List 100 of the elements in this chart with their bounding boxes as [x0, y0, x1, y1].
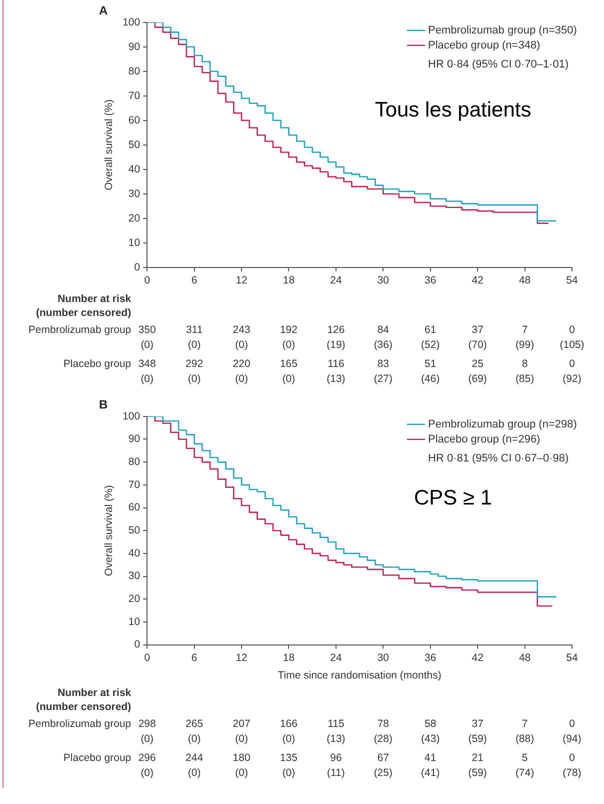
text: 5 — [522, 752, 528, 764]
text: 192 — [280, 324, 298, 336]
y-tick-label: 50 — [128, 524, 140, 536]
text: 51 — [424, 358, 436, 370]
text: (0) — [140, 339, 154, 351]
text: (0) — [235, 767, 248, 779]
text: 41 — [424, 752, 436, 764]
text: 244 — [186, 752, 204, 764]
text: (92) — [562, 373, 582, 385]
text: (11) — [327, 767, 345, 779]
y-tick-label: 40 — [128, 163, 140, 176]
text: 21 — [472, 752, 484, 764]
y-tick-label: 80 — [128, 456, 140, 468]
y-axis-title: Overall survival (%) — [103, 99, 116, 190]
y-tick-label: 40 — [128, 547, 140, 560]
text: 220 — [232, 358, 250, 370]
x-tick-label: 24 — [330, 274, 342, 287]
x-tick-label: 48 — [518, 652, 531, 664]
text: 61 — [424, 324, 436, 336]
text: (94) — [562, 733, 582, 745]
y-tick-label: 80 — [128, 65, 140, 78]
text: (52) — [421, 339, 440, 351]
x-tick-label: 24 — [330, 652, 342, 664]
y-tick-label: 30 — [128, 570, 140, 582]
chart-title: A — [99, 4, 108, 18]
text: Pembrolizumab group — [28, 324, 132, 336]
legend-label: Placebo group (n=348) — [428, 39, 540, 52]
text: (0) — [140, 767, 154, 779]
x-tick-label: 12 — [236, 274, 248, 287]
y-tick-label: 100 — [122, 16, 140, 28]
text: (69) — [468, 373, 487, 385]
text: (59) — [468, 733, 487, 745]
text: (27) — [374, 373, 392, 385]
text: 296 — [138, 752, 156, 764]
x-tick-label: 0 — [144, 652, 150, 664]
y-tick-label: 20 — [128, 212, 140, 224]
text: 166 — [280, 718, 298, 730]
text: (0) — [188, 767, 201, 779]
text: (0) — [140, 373, 154, 385]
text: (43) — [421, 733, 440, 745]
text: (19) — [326, 339, 346, 351]
text: (88) — [515, 733, 534, 745]
text: 25 — [472, 358, 484, 370]
y-tick-label: 10 — [128, 236, 140, 249]
text: (0) — [235, 733, 248, 745]
text: (28) — [374, 733, 392, 745]
text: Number at risk (number censored) — [35, 292, 132, 320]
y-axis-title: Overall survival (%) — [103, 485, 116, 576]
x-tick-label: 12 — [236, 652, 248, 664]
text: 311 — [186, 324, 203, 336]
x-tick-label: 36 — [424, 274, 436, 287]
text: (74) — [515, 767, 534, 779]
y-tick-label: 60 — [128, 502, 140, 514]
y-tick-label: 70 — [128, 478, 140, 491]
x-tick-label: 42 — [472, 274, 484, 287]
y-tick-label: 10 — [128, 616, 140, 628]
text: (36) — [374, 339, 392, 351]
text: 78 — [377, 718, 389, 730]
text: (70) — [468, 339, 487, 351]
text: 265 — [186, 718, 204, 730]
x-tick-label: 30 — [377, 652, 390, 664]
text: 0 — [569, 718, 575, 730]
text: (0) — [235, 373, 248, 385]
legend-label: Pembrolizumab group (n=298) — [428, 418, 577, 430]
y-tick-label: 30 — [128, 188, 140, 200]
text: 115 — [328, 718, 344, 730]
x-tick-label: 18 — [282, 274, 295, 287]
text: 7 — [522, 324, 528, 336]
x-tick-label: 6 — [191, 274, 198, 287]
x-tick-label: 42 — [472, 652, 484, 664]
text: 292 — [186, 358, 204, 370]
y-tick-label: 60 — [128, 114, 140, 126]
text: 0 — [569, 358, 575, 370]
text: (13) — [326, 733, 346, 745]
text: 7 — [522, 718, 528, 730]
text: 83 — [377, 358, 389, 370]
text: (0) — [188, 373, 201, 385]
text: 126 — [327, 324, 345, 336]
y-tick-label: 100 — [122, 410, 140, 422]
text: 116 — [328, 358, 344, 370]
text: 207 — [232, 718, 250, 730]
text: (0) — [282, 373, 296, 385]
text: 298 — [138, 718, 156, 730]
text: Number at risk (number censored) — [35, 686, 132, 714]
legend-label: Pembrolizumab group (n=350) — [428, 24, 577, 36]
text: (0) — [188, 733, 201, 745]
x-tick-label: 18 — [282, 652, 295, 664]
text: (0) — [235, 339, 248, 351]
text: (46) — [421, 373, 440, 385]
y-tick-label: 50 — [128, 138, 140, 151]
text: (99) — [515, 339, 534, 351]
x-tick-label: 54 — [566, 652, 578, 664]
x-tick-label: 36 — [424, 652, 436, 664]
text: 350 — [138, 324, 156, 336]
x-tick-label: 6 — [191, 652, 198, 664]
text: 0 — [569, 752, 575, 764]
text: (59) — [468, 767, 487, 779]
text: 8 — [522, 358, 528, 370]
text: (0) — [282, 733, 296, 745]
text: Placebo group — [63, 358, 132, 370]
